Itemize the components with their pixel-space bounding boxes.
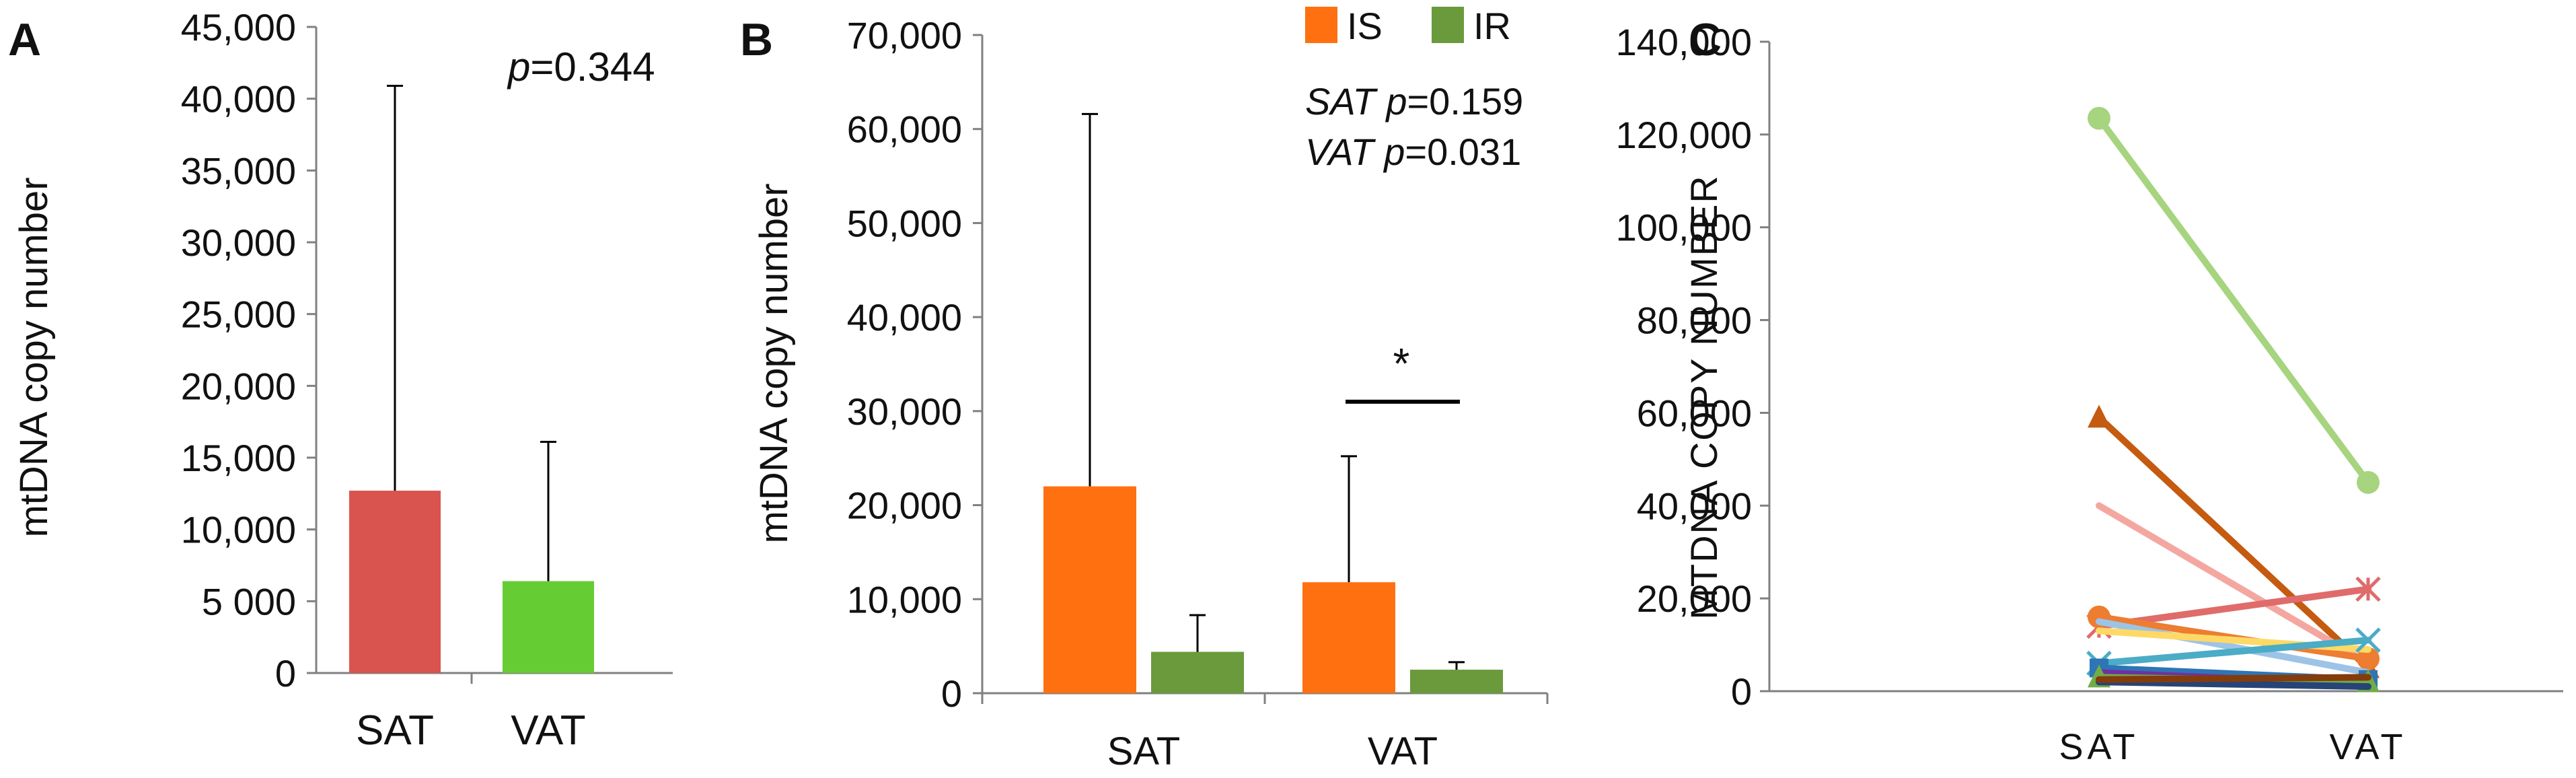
panel-b-y-tick-label: 50,000 (847, 202, 962, 244)
panel-a-pvalue-italic: p (507, 44, 530, 90)
panel-b-y-tick-label: 20,000 (847, 485, 962, 527)
panel-c-series-line-6 (2096, 618, 2371, 676)
panel-c-series-line-2 (2096, 414, 2371, 672)
panel-a-y-tick-label: 5 000 (202, 580, 296, 623)
panel-b-bar-ir-sat (1151, 651, 1244, 693)
panel-c-series-line-13 (2096, 674, 2371, 683)
panel-c-y-tick-label: 60,000 (1637, 392, 1752, 434)
panel-b-pvalue-vat-italic: VAT p (1305, 131, 1405, 173)
legend-label-ir: IR (1473, 5, 1511, 47)
panel-a-y-tick-label: 15,000 (181, 437, 296, 479)
panel-b-y-tick-label: 40,000 (847, 296, 962, 339)
panel-a-pvalue: p=0.344 (507, 44, 655, 90)
panel-a: A mtDNA copy number p=0.344 0 5 000 10,000… (8, 6, 673, 754)
panel-a-y-tick-label: 0 (275, 652, 296, 695)
panel-c-ylabel: MTDNA COPY NUMBER (1683, 174, 1725, 619)
panel-b-ylabel: mtDNA copy number (752, 183, 796, 543)
panel-b-pvalue-sat-italic: SAT p (1305, 80, 1407, 122)
panel-a-bar-vat (503, 581, 594, 673)
panel-b-pvalue-vat-text: =0.031 (1405, 131, 1521, 173)
panel-a-y-tick-label: 20,000 (181, 365, 296, 407)
panel-c-y-tick-label: 40,000 (1637, 485, 1752, 527)
panel-c-y-tick-label: 100,000 (1616, 207, 1752, 249)
panel-c-marker (2357, 647, 2380, 670)
panel-c-label: C (1689, 14, 1722, 65)
panel-b-pvalue-sat-text: =0.159 (1407, 80, 1523, 122)
panel-a-pvalue-text: =0.344 (530, 44, 655, 90)
panel-b-plot: 0 10,000 20,000 30,000 40,000 50,000 60,000 70,… (847, 14, 1549, 773)
panel-a-y-tick-label: 25,000 (181, 293, 296, 336)
panel-b-y-tick-label: 70,000 (847, 14, 962, 57)
panel-b-x-tick-label: VAT (1368, 730, 1438, 773)
panel-c-marker (2355, 576, 2381, 602)
panel-a-plot: 0 5 000 10,000 15,000 20,000 25,000 30,000 35,0… (181, 6, 673, 754)
panel-c-marker (2088, 106, 2110, 130)
panel-c: C MTDNA COPY NUMBER 0 20,000 40,000 60,000 8… (1616, 14, 2563, 767)
panel-a-y-tick-label: 35,000 (181, 149, 296, 192)
panel-c-y-tick-label: 0 (1731, 670, 1752, 713)
panel-b-pvalue-vat: VAT p=0.031 (1305, 131, 1521, 173)
legend-label-is: IS (1347, 5, 1383, 47)
panel-a-x-tick-label: SAT (356, 707, 434, 754)
panel-c-y-tick-label: 140,000 (1616, 21, 1752, 63)
panel-c-series-line-4 (2096, 586, 2371, 630)
panel-b: B mtDNA copy number IS IR SAT p=0.159 VA… (740, 5, 1549, 773)
panel-a-ylabel: mtDNA copy number (12, 177, 56, 537)
panel-a-bar-sat (349, 491, 441, 673)
panel-c-x-tick-label: SAT (2059, 727, 2139, 767)
panel-a-y-tick-label: 10,000 (181, 509, 296, 551)
panel-b-bar-is-sat (1043, 486, 1136, 693)
panel-c-series-line-1 (2096, 114, 2371, 486)
panel-b-significance-star: * (1393, 339, 1410, 388)
panel-b-label: B (740, 14, 773, 65)
panel-a-y-tick-label: 45,000 (181, 6, 296, 48)
panel-c-y-tick-label: 20,000 (1637, 577, 1752, 620)
panel-c-x-tick-label: VAT (2329, 727, 2406, 767)
panel-b-bar-is-vat (1302, 582, 1395, 693)
legend-swatch-ir (1432, 7, 1464, 43)
panel-c-y-tick-label: 120,000 (1616, 114, 1752, 156)
panel-c-series-line-12 (2096, 678, 2371, 691)
panel-b-x-tick-label: SAT (1107, 730, 1181, 773)
panel-c-series-line-8 (2096, 637, 2371, 667)
panel-a-label: A (8, 14, 41, 65)
panel-a-y-tick-label: 30,000 (181, 221, 296, 264)
panel-b-pvalue-sat: SAT p=0.159 (1305, 80, 1523, 122)
panel-c-marker (2357, 470, 2380, 494)
panel-c-marker (2088, 404, 2110, 428)
panel-a-x-tick-label: VAT (511, 707, 585, 754)
legend-swatch-is (1305, 7, 1337, 43)
panel-b-y-tick-label: 0 (941, 672, 962, 715)
panel-b-bar-ir-vat (1410, 670, 1503, 693)
panel-c-plot: 0 20,000 40,000 60,000 80,000 100,000 120,000 1… (1616, 21, 2563, 767)
panel-b-y-tick-label: 60,000 (847, 108, 962, 151)
panel-c-marker (2355, 627, 2381, 653)
panel-b-y-tick-label: 10,000 (847, 578, 962, 621)
panel-c-y-tick-label: 80,000 (1637, 299, 1752, 342)
panel-b-y-tick-label: 30,000 (847, 390, 962, 433)
panel-a-y-tick-label: 40,000 (181, 78, 296, 120)
panel-c-series-line-3 (2096, 502, 2371, 667)
